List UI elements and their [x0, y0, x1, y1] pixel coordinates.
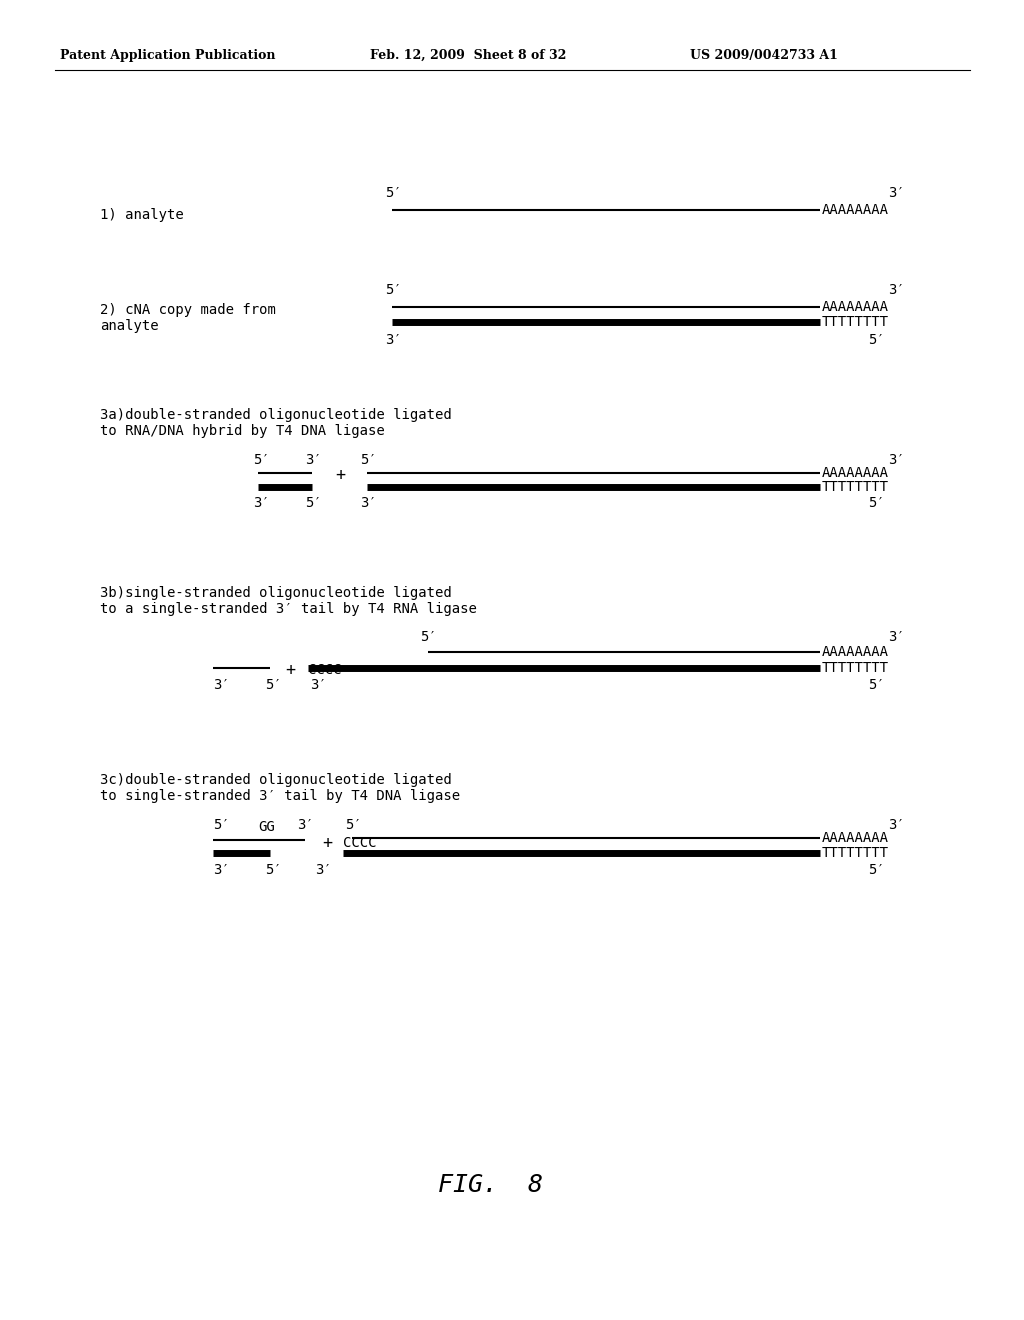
Text: 5′: 5′: [385, 282, 401, 297]
Text: analyte: analyte: [100, 319, 159, 333]
Text: 3′: 3′: [213, 863, 229, 876]
Text: 3c)double-stranded oligonucleotide ligated: 3c)double-stranded oligonucleotide ligat…: [100, 774, 452, 787]
Text: 5′: 5′: [868, 678, 885, 692]
Text: to RNA/DNA hybrid by T4 DNA ligase: to RNA/DNA hybrid by T4 DNA ligase: [100, 424, 385, 438]
Text: 3′: 3′: [360, 496, 377, 510]
Text: AAAAAAAA: AAAAAAAA: [822, 832, 889, 845]
Text: 3′: 3′: [315, 863, 332, 876]
Text: FIG.  8: FIG. 8: [437, 1173, 543, 1197]
Text: AAAAAAAA: AAAAAAAA: [822, 300, 889, 314]
Text: 1) analyte: 1) analyte: [100, 209, 183, 222]
Text: to single-stranded 3′ tail by T4 DNA ligase: to single-stranded 3′ tail by T4 DNA lig…: [100, 789, 460, 803]
Text: AAAAAAAA: AAAAAAAA: [822, 203, 889, 216]
Text: 3′: 3′: [297, 818, 313, 832]
Text: 3′: 3′: [888, 818, 905, 832]
Text: 3a)double-stranded oligonucleotide ligated: 3a)double-stranded oligonucleotide ligat…: [100, 408, 452, 422]
Text: 5′: 5′: [868, 333, 885, 347]
Text: CCCC: CCCC: [343, 836, 377, 850]
Text: 3′: 3′: [888, 186, 905, 201]
Text: AAAAAAAA: AAAAAAAA: [822, 645, 889, 659]
Text: 5′: 5′: [305, 496, 322, 510]
Text: TTTTTTTT: TTTTTTTT: [822, 480, 889, 494]
Text: 5′: 5′: [868, 496, 885, 510]
Text: CCCC: CCCC: [308, 663, 341, 677]
Text: 5′: 5′: [385, 186, 401, 201]
Text: TTTTTTTT: TTTTTTTT: [822, 846, 889, 861]
Text: Patent Application Publication: Patent Application Publication: [60, 49, 275, 62]
Text: 5′: 5′: [265, 678, 282, 692]
Text: 3′: 3′: [888, 282, 905, 297]
Text: 5′: 5′: [345, 818, 361, 832]
Text: +: +: [335, 466, 345, 484]
Text: 5′: 5′: [265, 863, 282, 876]
Text: +: +: [322, 834, 332, 851]
Text: 3′: 3′: [385, 333, 401, 347]
Text: 5′: 5′: [213, 818, 229, 832]
Text: 3′: 3′: [253, 496, 269, 510]
Text: 3′: 3′: [305, 453, 322, 467]
Text: 5′: 5′: [360, 453, 377, 467]
Text: 2) cNA copy made from: 2) cNA copy made from: [100, 304, 275, 317]
Text: 5′: 5′: [420, 630, 437, 644]
Text: +: +: [285, 661, 295, 678]
Text: TTTTTTTT: TTTTTTTT: [822, 315, 889, 329]
Text: AAAAAAAA: AAAAAAAA: [822, 466, 889, 480]
Text: TTTTTTTT: TTTTTTTT: [822, 661, 889, 675]
Text: 3′: 3′: [888, 630, 905, 644]
Text: GG: GG: [258, 820, 274, 834]
Text: US 2009/0042733 A1: US 2009/0042733 A1: [690, 49, 838, 62]
Text: 3b)single-stranded oligonucleotide ligated: 3b)single-stranded oligonucleotide ligat…: [100, 586, 452, 601]
Text: to a single-stranded 3′ tail by T4 RNA ligase: to a single-stranded 3′ tail by T4 RNA l…: [100, 602, 477, 616]
Text: 3′: 3′: [310, 678, 327, 692]
Text: Feb. 12, 2009  Sheet 8 of 32: Feb. 12, 2009 Sheet 8 of 32: [370, 49, 566, 62]
Text: 3′: 3′: [888, 453, 905, 467]
Text: 5′: 5′: [868, 863, 885, 876]
Text: 3′: 3′: [213, 678, 229, 692]
Text: 5′: 5′: [253, 453, 269, 467]
